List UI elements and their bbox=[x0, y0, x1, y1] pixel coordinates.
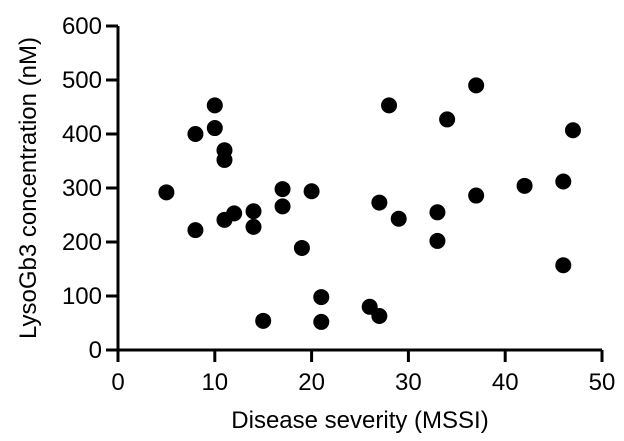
data-point bbox=[293, 239, 310, 256]
y-tick-label: 500 bbox=[62, 67, 102, 94]
x-tick-label: 10 bbox=[201, 369, 228, 396]
data-point bbox=[313, 289, 330, 306]
data-point bbox=[516, 177, 533, 194]
data-point bbox=[555, 257, 572, 274]
x-tick-label: 30 bbox=[395, 369, 422, 396]
data-point bbox=[429, 232, 446, 249]
data-point bbox=[381, 97, 398, 114]
y-axis-title: LysoGb3 concentration (nM) bbox=[15, 37, 42, 339]
data-point bbox=[371, 194, 388, 211]
y-axis: 0 100 200 300 400 500 600 bbox=[62, 13, 120, 364]
data-point bbox=[187, 222, 204, 239]
x-axis-title: Disease severity (MSSI) bbox=[231, 407, 488, 434]
x-tick-label: 50 bbox=[589, 369, 616, 396]
x-axis: 0 10 20 30 40 50 bbox=[111, 348, 616, 396]
data-point bbox=[468, 187, 485, 204]
data-point bbox=[245, 218, 262, 235]
y-tick-label: 400 bbox=[62, 121, 102, 148]
data-point bbox=[303, 183, 320, 200]
data-point bbox=[206, 120, 223, 137]
data-point bbox=[390, 210, 407, 227]
y-tick-label: 600 bbox=[62, 13, 102, 40]
x-tick-label: 40 bbox=[492, 369, 519, 396]
data-point bbox=[255, 312, 272, 329]
data-point bbox=[226, 205, 243, 222]
x-tick-label: 20 bbox=[298, 369, 325, 396]
y-tick-label: 300 bbox=[62, 175, 102, 202]
data-point bbox=[371, 307, 388, 324]
data-point bbox=[468, 77, 485, 94]
data-point bbox=[313, 313, 330, 330]
y-tick-label: 0 bbox=[89, 337, 102, 364]
data-point bbox=[216, 151, 233, 168]
y-tick-label: 100 bbox=[62, 283, 102, 310]
data-point bbox=[187, 126, 204, 142]
data-point bbox=[429, 204, 446, 221]
x-tick-label: 0 bbox=[111, 369, 124, 396]
data-point bbox=[564, 122, 581, 139]
data-point bbox=[439, 111, 456, 128]
data-point bbox=[206, 97, 223, 114]
data-point bbox=[274, 198, 291, 215]
data-points bbox=[158, 77, 581, 330]
data-point bbox=[158, 184, 175, 201]
data-point bbox=[555, 173, 572, 190]
data-point bbox=[274, 181, 291, 198]
data-point bbox=[245, 203, 262, 220]
y-tick-label: 200 bbox=[62, 229, 102, 256]
